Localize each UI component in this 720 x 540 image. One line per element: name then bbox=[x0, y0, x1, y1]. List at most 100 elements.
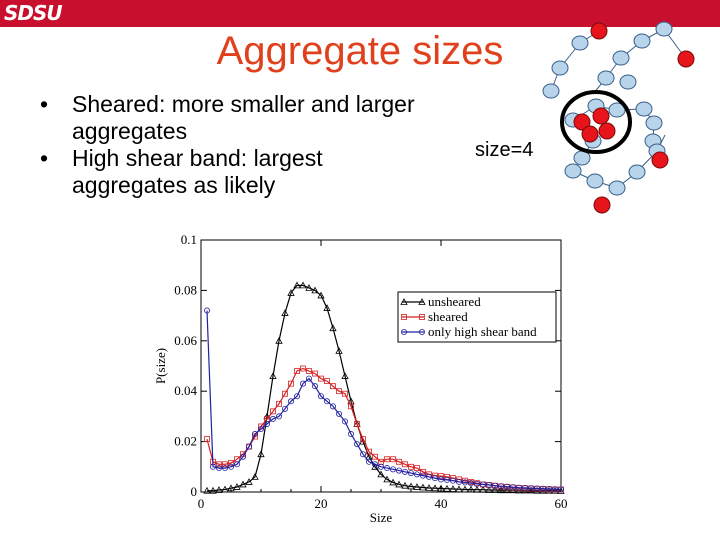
data-point-unsheared bbox=[233, 483, 241, 490]
data-point-only-high-shear-band bbox=[534, 485, 541, 492]
y-tick-label: 0.02 bbox=[174, 434, 197, 449]
legend-marker-sheared bbox=[401, 314, 407, 320]
bullet-item: • Sheared: more smaller and larger aggre… bbox=[40, 91, 512, 145]
data-point-only-high-shear-band bbox=[299, 380, 306, 387]
data-point-only-high-shear-band bbox=[335, 410, 342, 417]
data-point-only-high-shear-band bbox=[269, 415, 276, 422]
data-point-only-high-shear-band bbox=[329, 403, 336, 410]
data-point-unsheared bbox=[461, 485, 469, 493]
data-point-unsheared bbox=[257, 450, 265, 458]
data-point-unsheared bbox=[455, 485, 463, 493]
legend-marker-only-high-shear-band bbox=[418, 328, 425, 335]
data-point-unsheared bbox=[245, 478, 253, 485]
data-point-unsheared bbox=[329, 324, 337, 332]
data-point-unsheared bbox=[239, 480, 247, 488]
data-point-only-high-shear-band bbox=[227, 463, 234, 470]
legend-label: sheared bbox=[428, 309, 468, 324]
data-point-unsheared bbox=[305, 284, 313, 291]
data-point-unsheared bbox=[473, 485, 481, 493]
data-point-only-high-shear-band bbox=[413, 471, 420, 478]
bullet-dot: • bbox=[40, 145, 49, 171]
data-point-only-high-shear-band bbox=[371, 461, 378, 468]
data-point-sheared bbox=[300, 365, 306, 372]
data-point-only-high-shear-band bbox=[497, 483, 504, 490]
header-bar: SDSU bbox=[0, 0, 720, 27]
data-point-only-high-shear-band bbox=[317, 393, 324, 400]
data-point-sheared bbox=[270, 408, 276, 415]
data-point-only-high-shear-band bbox=[467, 480, 474, 487]
data-point-only-high-shear-band bbox=[491, 482, 498, 489]
bullet-item: • High shear band: largest aggregates as… bbox=[40, 145, 402, 199]
data-point-sheared bbox=[438, 473, 444, 480]
data-point-unsheared bbox=[551, 486, 559, 494]
data-point-only-high-shear-band bbox=[558, 486, 565, 493]
data-point-only-high-shear-band bbox=[546, 485, 553, 492]
data-point-only-high-shear-band bbox=[347, 431, 354, 438]
data-point-only-high-shear-band bbox=[305, 375, 312, 382]
x-axis-label: Size bbox=[370, 510, 393, 525]
data-point-only-high-shear-band bbox=[341, 418, 348, 425]
data-point-unsheared bbox=[437, 484, 445, 492]
data-point-only-high-shear-band bbox=[455, 478, 462, 485]
data-point-unsheared bbox=[395, 480, 403, 488]
data-point-only-high-shear-band bbox=[389, 466, 396, 473]
y-tick-label: 0.06 bbox=[174, 333, 197, 348]
data-point-unsheared bbox=[341, 372, 349, 379]
data-point-sheared bbox=[420, 468, 426, 475]
data-point-unsheared bbox=[377, 470, 385, 478]
data-point-unsheared bbox=[383, 475, 391, 483]
data-point-sheared bbox=[360, 436, 366, 442]
y-tick-label: 0.08 bbox=[174, 282, 197, 297]
data-point-only-high-shear-band bbox=[473, 480, 480, 487]
data-point-sheared bbox=[348, 403, 354, 410]
data-point-unsheared bbox=[227, 484, 235, 492]
data-point-unsheared bbox=[557, 487, 565, 494]
data-point-only-high-shear-band bbox=[449, 477, 456, 484]
data-point-unsheared bbox=[251, 473, 259, 480]
data-point-unsheared bbox=[299, 281, 307, 289]
data-point-only-high-shear-band bbox=[407, 470, 414, 477]
data-point-unsheared bbox=[407, 482, 415, 490]
data-point-only-high-shear-band bbox=[215, 465, 222, 472]
data-point-sheared bbox=[228, 460, 234, 466]
bullet-text: Sheared: more smaller and larger aggrega… bbox=[72, 91, 415, 144]
data-point-sheared bbox=[414, 465, 420, 471]
data-point-unsheared bbox=[335, 347, 343, 354]
data-point-only-high-shear-band bbox=[365, 458, 372, 465]
data-point-unsheared bbox=[323, 304, 331, 311]
legend-label: unsheared bbox=[428, 294, 481, 309]
aggregate-size-label: size=4 bbox=[475, 139, 534, 161]
data-point-unsheared bbox=[419, 483, 427, 491]
data-point-unsheared bbox=[539, 486, 547, 494]
data-point-only-high-shear-band bbox=[528, 485, 535, 492]
data-point-only-high-shear-band bbox=[377, 463, 384, 470]
y-tick-label: 0.1 bbox=[181, 232, 197, 247]
data-point-only-high-shear-band bbox=[479, 481, 486, 488]
data-point-only-high-shear-band bbox=[245, 443, 252, 450]
legend-marker-sheared bbox=[419, 314, 425, 320]
bullet-list: • Sheared: more smaller and larger aggre… bbox=[40, 91, 512, 199]
data-point-sheared bbox=[216, 461, 222, 468]
data-point-unsheared bbox=[281, 309, 289, 316]
data-point-only-high-shear-band bbox=[419, 472, 426, 479]
data-point-unsheared bbox=[293, 281, 301, 289]
data-point-unsheared bbox=[431, 484, 439, 492]
data-point-only-high-shear-band bbox=[239, 453, 246, 460]
legend-marker-only-high-shear-band bbox=[400, 328, 407, 335]
data-point-only-high-shear-band bbox=[431, 475, 438, 482]
bullet-dot: • bbox=[40, 91, 49, 117]
plot-area bbox=[200, 239, 562, 493]
data-point-unsheared bbox=[311, 286, 319, 294]
data-point-sheared bbox=[330, 383, 336, 390]
y-tick-label: 0 bbox=[191, 484, 198, 499]
data-point-only-high-shear-band bbox=[485, 481, 492, 488]
x-tick-label: 0 bbox=[198, 496, 205, 511]
data-point-unsheared bbox=[203, 486, 211, 494]
y-axis-label: P(size) bbox=[153, 348, 168, 384]
data-point-only-high-shear-band bbox=[395, 467, 402, 474]
data-point-unsheared bbox=[209, 486, 217, 494]
x-tick-label: 60 bbox=[555, 496, 568, 511]
legend-label: only high shear band bbox=[428, 324, 537, 339]
data-point-unsheared bbox=[449, 485, 457, 492]
